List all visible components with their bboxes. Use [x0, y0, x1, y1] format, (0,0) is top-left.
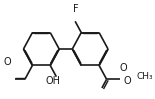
Text: OH: OH: [46, 76, 61, 86]
Text: O: O: [119, 63, 127, 73]
Text: F: F: [73, 4, 79, 14]
Text: CH₃: CH₃: [137, 72, 153, 81]
Text: O: O: [124, 76, 131, 86]
Text: O: O: [4, 57, 11, 67]
